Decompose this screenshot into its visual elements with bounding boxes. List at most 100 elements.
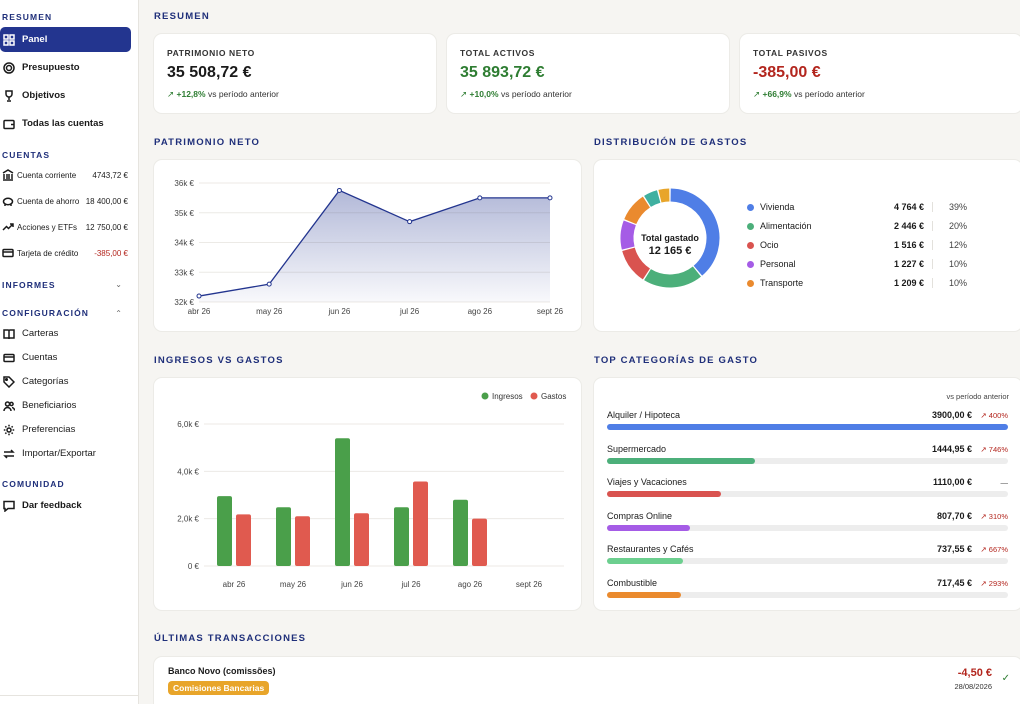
- sidebar-item-presupuesto[interactable]: Presupuesto: [0, 55, 131, 80]
- sidebar-item-label: Categorías: [22, 376, 69, 387]
- legend-label: Personal: [760, 259, 796, 269]
- kpi-delta-text: vs período anterior: [207, 89, 279, 99]
- expense-distribution-card: Total gastado 12 165 € Vivienda 4 764 € 39…: [594, 160, 1020, 331]
- section-resumen: RESUMEN: [2, 12, 53, 22]
- y-tick-label: 6,0k €: [177, 420, 199, 429]
- sidebar-item-importar-exportar[interactable]: Importar/Exportar: [0, 441, 131, 466]
- legend-percent: 10%: [948, 278, 967, 288]
- category-tag[interactable]: Comisiones Bancarias: [168, 681, 270, 695]
- x-tick-label: ago 26: [468, 307, 493, 316]
- income-expense-chart: 0 € 2,0k € 4,0k € 6,0k € abr 26 may 26 jun 26 j…: [177, 392, 566, 589]
- chevron-down-icon[interactable]: ⌄: [115, 280, 122, 289]
- kpi-delta-pct: +10,0%: [469, 89, 499, 99]
- trophy-icon: [2, 89, 16, 103]
- feedback-icon: [2, 499, 16, 513]
- sidebar-item-preferencias[interactable]: Preferencias: [0, 417, 131, 442]
- donut-slice: [644, 190, 661, 208]
- sidebar-item-todas-cuentas[interactable]: Todas las cuentas: [0, 111, 131, 136]
- category-name: Viajes y Vacaciones: [607, 477, 687, 487]
- legend-amount: 4 764 €: [879, 202, 933, 212]
- donut-slice: [644, 266, 701, 288]
- account-tarjeta-credito[interactable]: Tarjeta de crédito -385,00 €: [0, 242, 128, 264]
- sidebar-item-label: Objetivos: [22, 90, 66, 101]
- sidebar-item-objetivos[interactable]: Objetivos: [0, 83, 131, 108]
- category-amount: 717,45 €: [936, 577, 972, 588]
- net-worth-area: [199, 190, 550, 302]
- book-icon: [2, 327, 16, 341]
- y-tick-label: 4,0k €: [177, 467, 199, 476]
- legend-percent: 12%: [948, 240, 967, 250]
- section-title-resumen: RESUMEN: [154, 11, 210, 22]
- section-title-distribucion: DISTRIBUCIÓN DE GASTOS: [594, 137, 748, 148]
- legend-label: Alimentación: [760, 221, 812, 231]
- chevron-up-icon[interactable]: ⌃: [115, 309, 122, 318]
- arrow-up-right-icon: ↗: [167, 89, 175, 99]
- account-cuenta-corriente[interactable]: Cuenta corriente 4743,72 €: [0, 164, 128, 186]
- net-worth-card: 32k € 33k € 34k € 35k € 36k € abr 26 may 26 jun…: [154, 160, 581, 331]
- income-bar: [276, 507, 291, 566]
- grid-icon: [2, 33, 16, 47]
- section-configuracion[interactable]: CONFIGURACIÓN: [2, 308, 90, 318]
- card-icon: [2, 247, 14, 259]
- transaction-amount: -4,50 €: [957, 667, 992, 679]
- legend-row: Personal 1 227 € 10%: [747, 255, 967, 273]
- y-tick-label: 32k €: [174, 298, 194, 307]
- data-point: [196, 293, 202, 299]
- account-acciones-etfs[interactable]: Acciones y ETFs 12 750,00 €: [0, 216, 128, 238]
- gear-icon: [2, 423, 16, 437]
- category-amount: 3900,00 €: [931, 410, 972, 420]
- top-categories-note: vs período anterior: [946, 392, 1009, 401]
- wallet-icon: [2, 117, 16, 131]
- x-tick-label: abr 26: [223, 580, 246, 589]
- data-point: [266, 281, 272, 287]
- account-balance: 12 750,00 €: [85, 222, 128, 232]
- category-bar-track: [607, 558, 1008, 564]
- sidebar-item-categorias[interactable]: Categorías: [0, 369, 131, 394]
- category-bar-fill: [607, 558, 683, 564]
- kpi-label: TOTAL PASIVOS: [753, 48, 828, 58]
- sidebar-item-cuentas[interactable]: Cuentas: [0, 345, 131, 370]
- sidebar-item-carteras[interactable]: Carteras: [0, 321, 131, 346]
- sidebar-item-label: Dar feedback: [22, 500, 82, 511]
- section-informes[interactable]: INFORMES: [2, 280, 56, 290]
- kpi-value: -385,00 €: [753, 64, 821, 81]
- legend-row: Ocio 1 516 € 12%: [747, 236, 967, 254]
- legend-dot: [481, 392, 489, 400]
- sidebar-item-label: Presupuesto: [22, 62, 80, 73]
- legend-dot: [530, 392, 538, 400]
- category-change: —: [1000, 478, 1009, 487]
- category-amount: 737,55 €: [936, 544, 972, 554]
- income-expense-card: 0 € 2,0k € 4,0k € 6,0k € abr 26 may 26 jun 26 j…: [154, 378, 581, 610]
- legend-amount: 1 516 €: [879, 240, 933, 250]
- legend-dot: [747, 279, 754, 287]
- donut-slice: [670, 188, 720, 276]
- sidebar-item-dar-feedback[interactable]: Dar feedback: [0, 493, 131, 518]
- x-tick-label: sept 26: [516, 580, 543, 589]
- legend-amount: 2 446 €: [879, 221, 933, 231]
- transaction-payee[interactable]: Banco Novo (comissões): [168, 666, 276, 676]
- category-change: ↗ 400%: [980, 411, 1008, 420]
- x-tick-label: ago 26: [458, 580, 483, 589]
- account-balance: -385,00 €: [94, 248, 128, 258]
- section-cuentas: CUENTAS: [2, 150, 51, 160]
- sidebar-item-label: Todas las cuentas: [22, 118, 104, 129]
- sidebar: RESUMEN Panel Presupuesto Objetivos Toda…: [0, 0, 139, 704]
- piggy-icon: [2, 195, 14, 207]
- category-change: ↗ 667%: [980, 545, 1008, 554]
- income-bar: [394, 507, 409, 566]
- kpi-value: 35 508,72 €: [167, 64, 252, 81]
- kpi-delta-pct: +12,8%: [176, 89, 206, 99]
- category-change: ↗ 746%: [980, 444, 1008, 454]
- legend-dot: [747, 222, 754, 230]
- data-point: [547, 195, 553, 201]
- y-tick-label: 2,0k €: [177, 515, 199, 524]
- account-cuenta-ahorro[interactable]: Cuenta de ahorro 18 400,00 €: [0, 190, 128, 212]
- sidebar-item-panel[interactable]: Panel: [0, 27, 131, 52]
- x-tick-label: jul 26: [399, 307, 420, 316]
- category-bar-track: [607, 424, 1008, 430]
- legend-percent: 39%: [948, 202, 967, 212]
- expense-bar: [354, 513, 369, 566]
- sidebar-item-beneficiarios[interactable]: Beneficiarios: [0, 393, 131, 418]
- check-icon[interactable]: ✓: [1001, 673, 1010, 684]
- legend-label: Transporte: [760, 278, 804, 288]
